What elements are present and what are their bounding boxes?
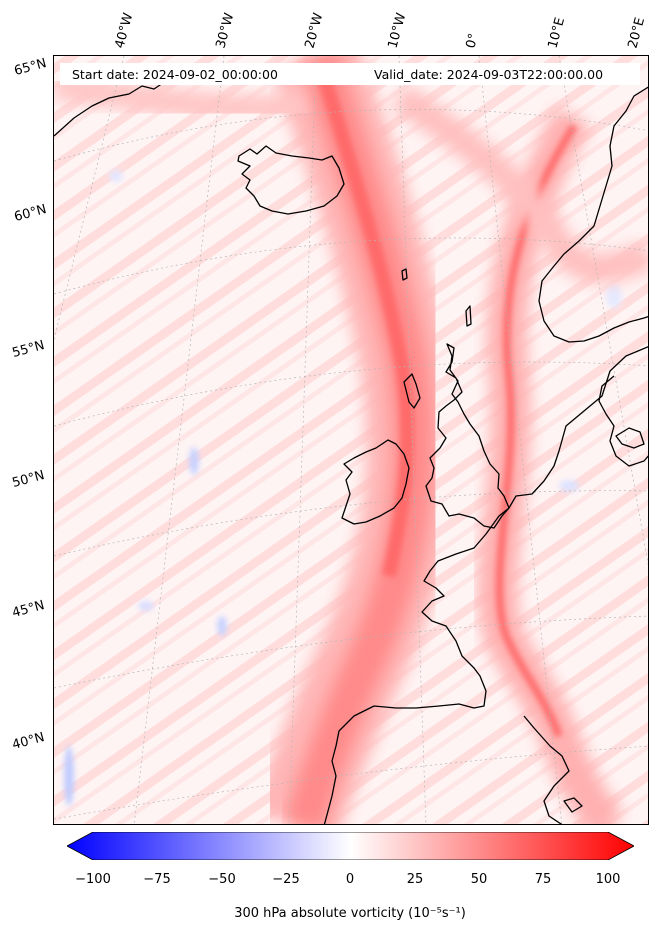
colorbar-tick: 50 (470, 872, 488, 887)
colorbar-tick: 75 (534, 872, 552, 887)
colorbar-gradient (67, 832, 634, 860)
colorbar-tick: −25 (272, 872, 300, 887)
colorbar-tick: −50 (208, 872, 236, 887)
jet-streak (251, 56, 457, 824)
colorbar-tick: 100 (595, 872, 621, 887)
valid-date-label: Valid_date: 2024-09-03T22:00:00.00 (374, 67, 604, 82)
lat-label-60n: 60°N (12, 202, 49, 225)
map-canvas (54, 56, 648, 824)
colorbar-tick: 25 (406, 872, 424, 887)
lon-label-30w: 30°W (213, 11, 238, 50)
colorbar-title: 300 hPa absolute vorticity (10⁻⁵s⁻¹) (234, 906, 466, 921)
eastern-vorticity-band (54, 72, 648, 824)
lon-label-20w: 20°W (302, 11, 327, 50)
lat-label-55n: 55°N (10, 338, 47, 361)
colorbar-tick: −100 (75, 872, 111, 887)
start-date-label: Start date: 2024-09-02_00:00:00 (72, 67, 278, 82)
coastlines (54, 80, 648, 824)
lat-label-45n: 45°N (10, 598, 47, 621)
lon-label-10w: 10°W (385, 11, 410, 50)
lat-label-50n: 50°N (10, 468, 47, 491)
lat-label-65n: 65°N (12, 56, 49, 79)
lon-label-10e: 10°E (545, 15, 569, 51)
date-info-bar: Start date: 2024-09-02_00:00:00 Valid_da… (60, 63, 640, 85)
lon-label-0: 0° (463, 31, 482, 50)
lat-label-40n: 40°N (10, 730, 47, 753)
colorbar-tick: −75 (143, 872, 171, 887)
vorticity-map[interactable] (53, 55, 649, 825)
lon-label-40w: 40°W (112, 11, 137, 50)
graticule-lines (54, 56, 648, 824)
colorbar-tick: 0 (345, 872, 355, 887)
negative-vorticity-patches (64, 170, 622, 806)
lon-label-20e: 20°E (625, 15, 649, 51)
colorbar (67, 832, 634, 860)
